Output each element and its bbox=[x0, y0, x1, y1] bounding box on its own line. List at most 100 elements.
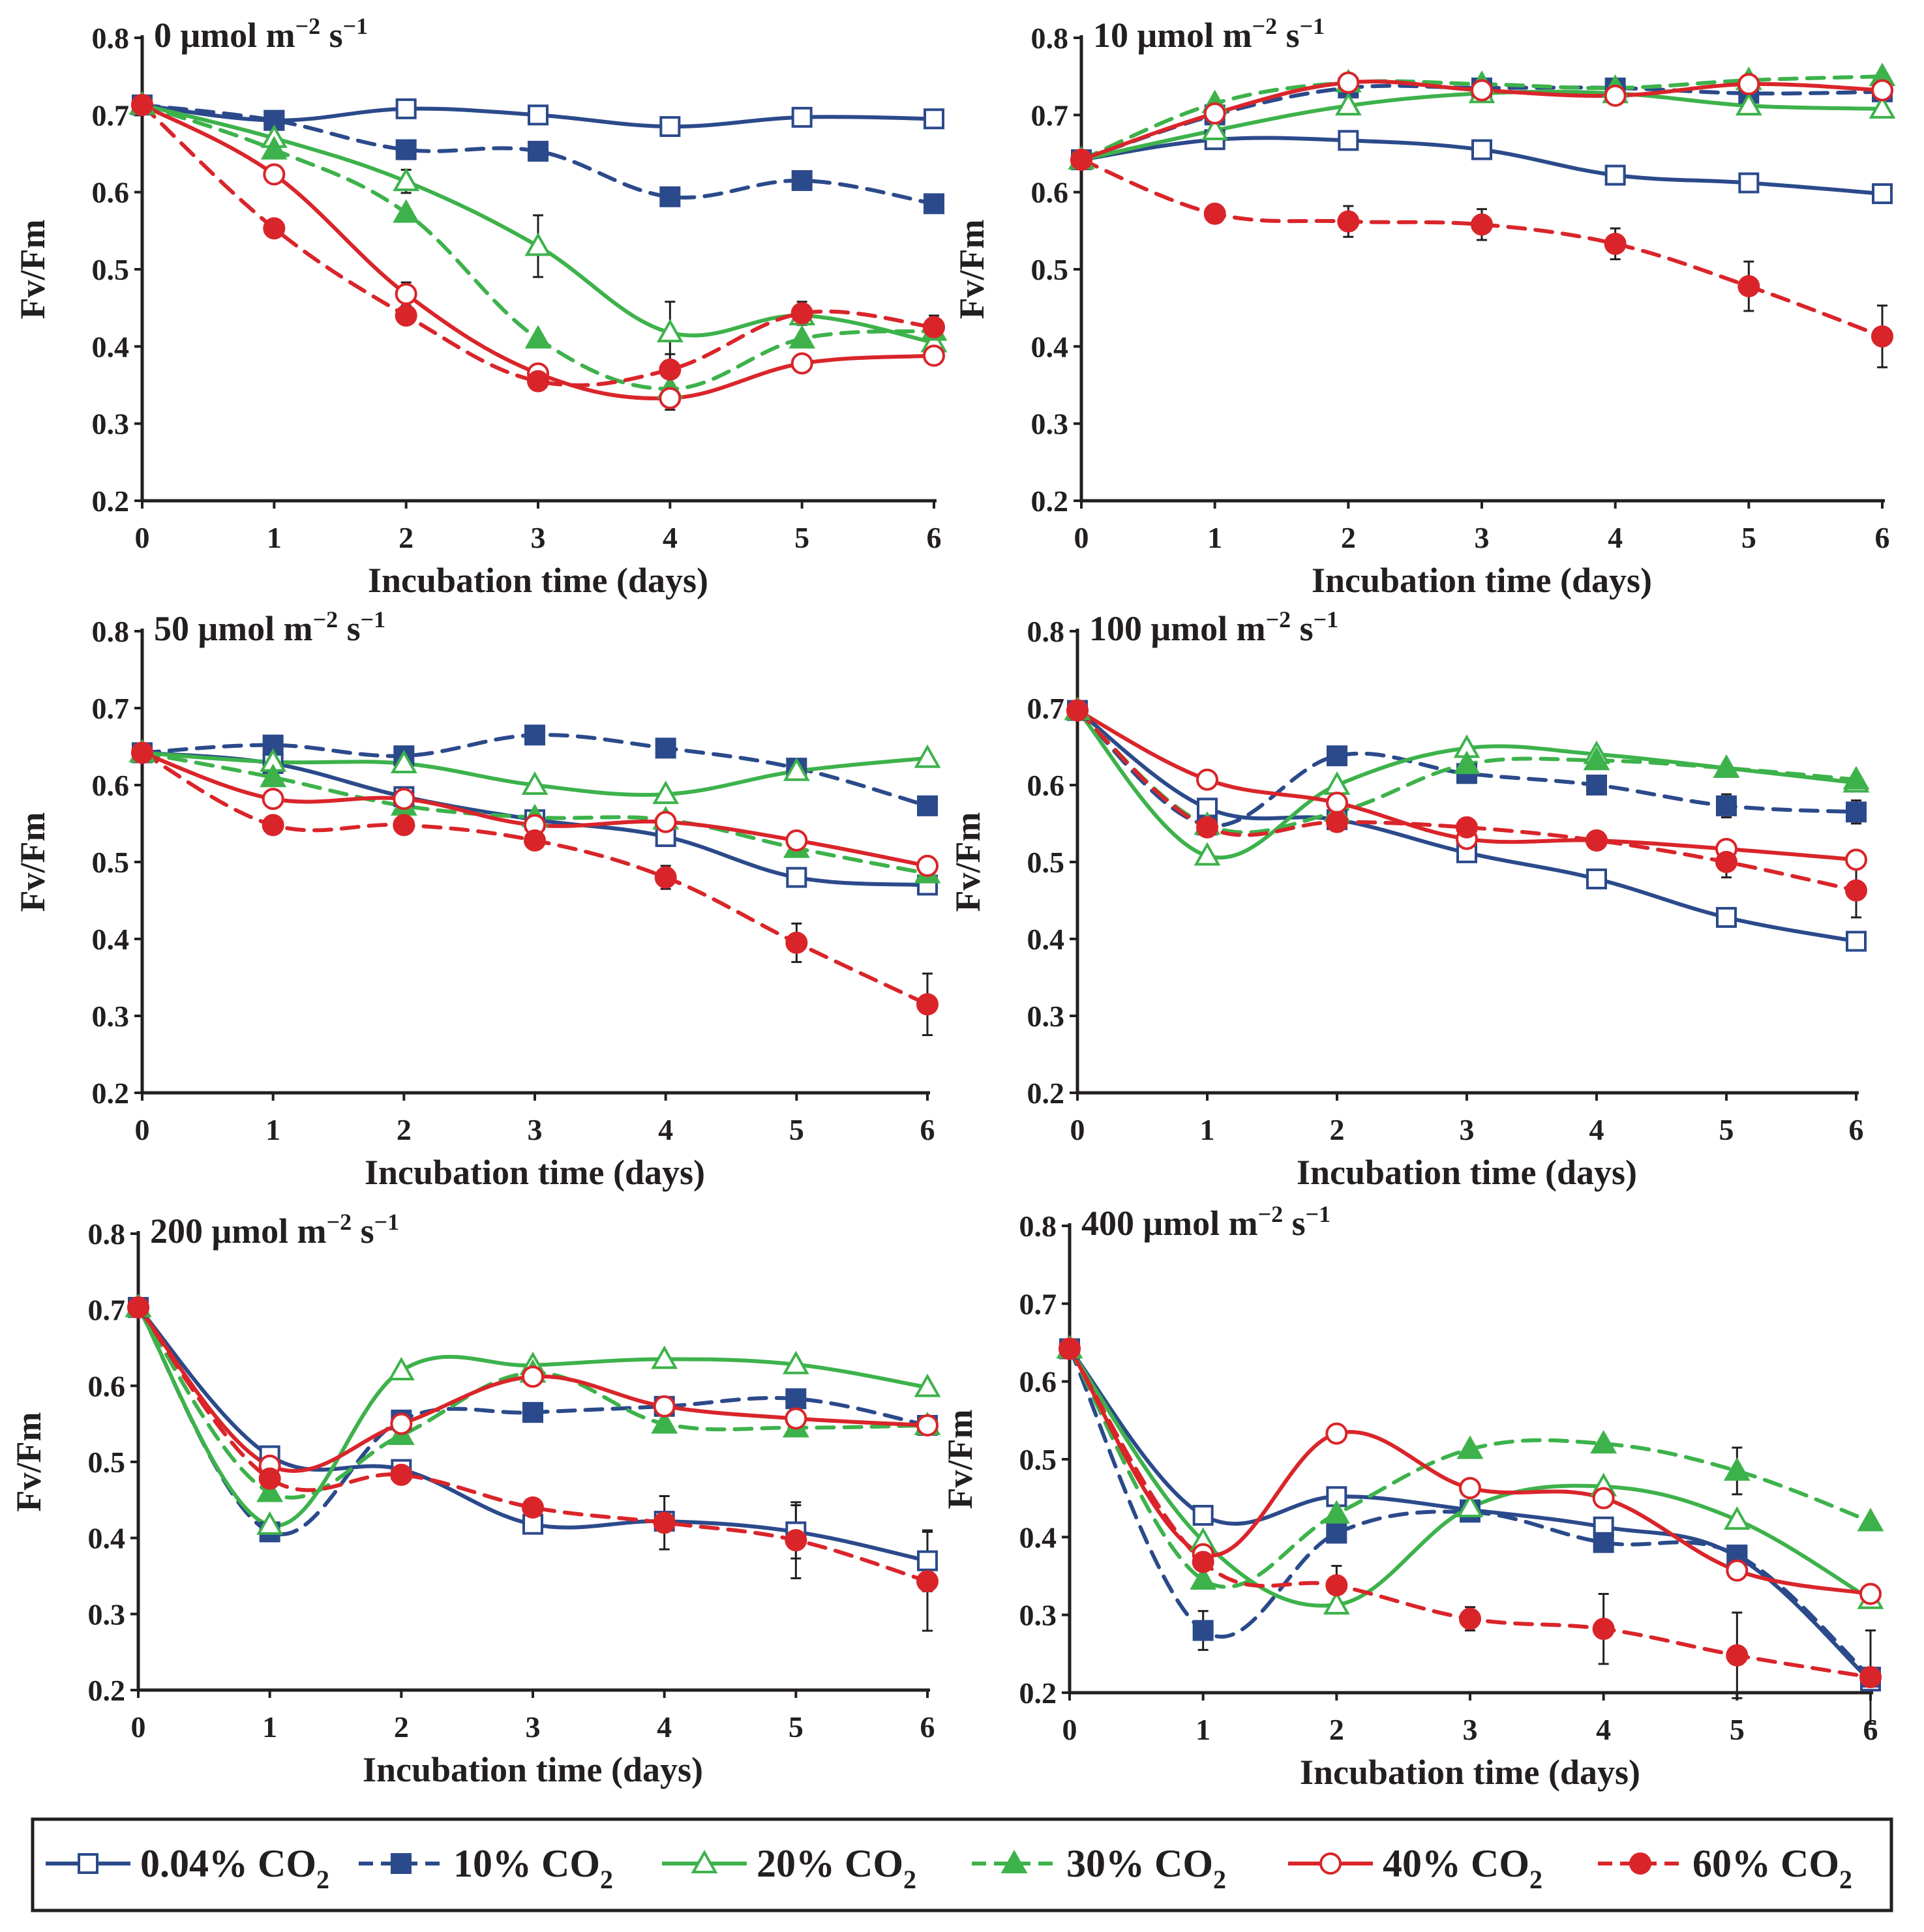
data-point-co2_40 bbox=[1871, 79, 1893, 102]
data-point-co2_40 bbox=[393, 788, 415, 810]
y-tick-label: 0.5 bbox=[1027, 846, 1065, 879]
x-tick-label: 3 bbox=[528, 1113, 543, 1146]
data-point-co2_004 bbox=[1586, 868, 1607, 889]
data-point-co2_30 bbox=[1456, 1435, 1484, 1459]
data-point-co2_30 bbox=[260, 136, 288, 160]
y-tick-label: 0.7 bbox=[1031, 98, 1069, 132]
x-tick-label: 6 bbox=[1863, 1713, 1878, 1746]
data-point-co2_40 bbox=[1326, 792, 1348, 814]
x-tick-label: 1 bbox=[1207, 521, 1222, 554]
legend-item-co2_60: 60% CO2 bbox=[1598, 1842, 1852, 1894]
y-tick-label: 0.2 bbox=[1031, 484, 1069, 518]
x-tick-label: 6 bbox=[920, 1710, 935, 1744]
data-point-co2_40 bbox=[653, 1395, 676, 1418]
data-point-co2_30 bbox=[1190, 1566, 1217, 1590]
legend-label-sub: 2 bbox=[1839, 1865, 1852, 1894]
y-tick-label: 0.5 bbox=[92, 253, 130, 286]
data-point-co2_004 bbox=[1338, 130, 1359, 151]
panel-title-main: 0 μmol m bbox=[154, 16, 295, 55]
series-markers bbox=[125, 1294, 941, 1593]
panel-title-main: 50 μmol m bbox=[154, 609, 313, 648]
data-point-co2_20 bbox=[256, 1511, 284, 1535]
data-point-co2_10 bbox=[1593, 1532, 1614, 1553]
data-point-co2_10 bbox=[924, 193, 944, 215]
x-tick-label: 5 bbox=[1741, 521, 1756, 554]
x-axis-title: Incubation time (days) bbox=[1300, 1753, 1640, 1792]
data-point-co2_60 bbox=[785, 931, 808, 954]
data-point-co2_40 bbox=[923, 344, 945, 367]
series-lines bbox=[136, 1305, 929, 1584]
legend-label: 30% CO2 bbox=[1066, 1842, 1226, 1894]
data-point-co2_60 bbox=[653, 1511, 676, 1534]
data-point-co2_40 bbox=[1325, 1422, 1348, 1445]
data-point-co2_10 bbox=[1586, 775, 1607, 795]
legend-marker bbox=[1629, 1852, 1651, 1875]
x-tick-label: 1 bbox=[265, 1113, 280, 1146]
y-tick-label: 0.2 bbox=[92, 484, 130, 518]
legend-item-co2_004: 0.04% CO2 bbox=[46, 1842, 329, 1894]
data-point-co2_60 bbox=[654, 866, 677, 889]
x-tick-label: 0 bbox=[135, 521, 150, 554]
data-point-co2_10 bbox=[791, 170, 813, 191]
data-point-co2_20 bbox=[914, 744, 941, 768]
y-tick-label: 0.8 bbox=[1019, 1210, 1057, 1243]
panel-title-mid: s bbox=[352, 1211, 374, 1251]
x-tick-label: 4 bbox=[658, 1113, 673, 1146]
data-point-co2_60 bbox=[524, 829, 546, 852]
data-point-co2_10 bbox=[917, 795, 938, 816]
panel-title-mid: s bbox=[320, 16, 343, 55]
y-tick-label: 0.7 bbox=[1027, 692, 1065, 725]
x-tick-label: 4 bbox=[1589, 1113, 1604, 1146]
x-tick-label: 3 bbox=[526, 1710, 541, 1744]
data-point-co2_10 bbox=[1192, 1620, 1214, 1641]
error-bars bbox=[1343, 205, 1887, 368]
panel-title-sup2: −1 bbox=[1300, 13, 1325, 39]
panel-title-main: 100 μmol m bbox=[1089, 609, 1266, 648]
data-point-co2_60 bbox=[522, 1496, 544, 1519]
panel-title-mid: s bbox=[1277, 16, 1300, 55]
chart-panel-3: 0.2 0.3 0.4 0.5 0.6 0.7 0.8 0 1 2 3 4 5 6 Incubation t… bbox=[13, 606, 941, 1192]
legend-label: 60% CO2 bbox=[1692, 1842, 1852, 1894]
data-point-co2_30 bbox=[1713, 754, 1740, 779]
data-point-co2_20 bbox=[782, 1350, 809, 1375]
data-point-co2_60 bbox=[659, 358, 682, 381]
data-point-co2_60 bbox=[1737, 275, 1760, 298]
y-axis-title: Fv/Fm bbox=[13, 812, 52, 912]
data-point-co2_60 bbox=[1326, 810, 1348, 833]
data-point-co2_30 bbox=[651, 1410, 678, 1434]
chart-panel-4: 0.2 0.3 0.4 0.5 0.6 0.7 0.8 0 1 2 3 4 5 6 Incubation t… bbox=[948, 606, 1870, 1192]
panel-title-sup1: −2 bbox=[1266, 606, 1291, 632]
data-point-co2_60 bbox=[127, 1296, 149, 1319]
data-point-co2_40 bbox=[390, 1412, 413, 1435]
data-point-co2_40 bbox=[395, 282, 417, 305]
data-point-co2_40 bbox=[1604, 84, 1627, 107]
y-tick-label: 0.7 bbox=[1019, 1287, 1057, 1320]
data-point-co2_004 bbox=[395, 98, 417, 119]
data-point-co2_30 bbox=[1583, 747, 1610, 771]
legend-label: 20% CO2 bbox=[757, 1842, 916, 1894]
panel-title: 0 μmol m−2 s−1 bbox=[154, 13, 368, 55]
y-tick-label: 0.5 bbox=[1031, 253, 1069, 286]
data-point-co2_004 bbox=[917, 1550, 938, 1571]
x-tick-label: 3 bbox=[1463, 1713, 1478, 1746]
y-tick-label: 0.7 bbox=[92, 692, 130, 725]
data-point-co2_40 bbox=[785, 829, 808, 852]
data-point-co2_10 bbox=[522, 1402, 543, 1423]
series-line-co2_40 bbox=[1068, 1346, 1872, 1596]
legend-label-main: 0.04% CO bbox=[140, 1842, 316, 1885]
legend-label-sub: 2 bbox=[316, 1865, 329, 1894]
data-point-co2_10 bbox=[1326, 1523, 1347, 1544]
data-point-co2_60 bbox=[1859, 1666, 1882, 1689]
y-tick-label: 0.8 bbox=[88, 1217, 126, 1251]
chart-panels: 0.2 0.3 0.4 0.5 0.6 0.7 0.8 0 1 2 3 4 5 6 Incubation t… bbox=[9, 13, 1896, 1792]
series-line-co2_10 bbox=[1068, 1346, 1872, 1680]
y-tick-label: 0.3 bbox=[92, 408, 130, 441]
x-tick-label: 0 bbox=[1062, 1713, 1077, 1746]
x-tick-label: 2 bbox=[398, 521, 413, 554]
data-point-co2_004 bbox=[659, 116, 681, 138]
data-point-co2_60 bbox=[1337, 210, 1360, 233]
y-tick-label: 0.6 bbox=[1031, 176, 1069, 209]
x-tick-label: 4 bbox=[663, 521, 678, 554]
data-point-co2_60 bbox=[390, 1463, 413, 1486]
